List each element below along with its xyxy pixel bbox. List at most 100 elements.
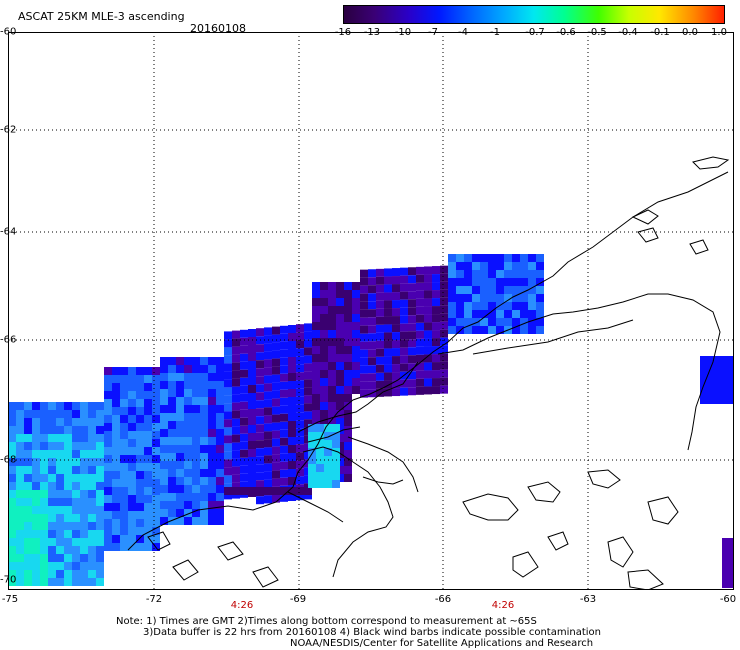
swath-cell [8, 442, 16, 450]
swath-cell [184, 429, 192, 437]
swath-cell [456, 302, 464, 310]
swath-cell [304, 355, 312, 364]
swath-cell [200, 461, 208, 469]
swath-cell [72, 498, 80, 506]
swath-cell [448, 318, 456, 326]
swath-cell [136, 439, 144, 447]
swath-cell [96, 570, 104, 578]
swath-cell [208, 485, 216, 493]
swath-cell [464, 262, 472, 270]
swath-cell [332, 448, 340, 456]
swath-cell [304, 487, 312, 495]
swath-cell [24, 466, 32, 474]
swath-cell [472, 310, 480, 318]
swath-cell [488, 254, 496, 262]
swath-cell [80, 506, 88, 514]
swath-cell [8, 562, 16, 570]
swath-cell [344, 426, 352, 434]
swath-cell [520, 302, 528, 310]
swath-cell [136, 519, 144, 527]
swath-cell [344, 434, 352, 442]
swath-cell [296, 332, 304, 341]
swath-cell [240, 417, 248, 426]
swath-cell [176, 405, 184, 413]
swath-cell [72, 562, 80, 570]
swath-cell [192, 437, 200, 445]
swath-cell [328, 298, 336, 306]
swath-cell [224, 451, 232, 460]
swath-cell [16, 434, 24, 442]
swath-cell [232, 394, 240, 403]
swath-cell [32, 546, 40, 554]
swath-cell [200, 357, 208, 365]
island-4 [647, 496, 679, 525]
swath-cell [152, 423, 160, 431]
swath-cell [96, 522, 104, 530]
swath-cell [424, 346, 432, 355]
swath-cell [464, 286, 472, 294]
swath-cell [272, 470, 280, 479]
swath-cell [136, 383, 144, 391]
swath-cell [376, 332, 384, 341]
swath-cell [184, 405, 192, 413]
swath-cell [304, 371, 312, 380]
swath-cell [416, 274, 424, 283]
swath-cell [176, 469, 184, 477]
swath-cell [280, 405, 288, 414]
swath-cell [312, 402, 320, 410]
swath-cell [112, 391, 120, 399]
swath-cell [208, 501, 216, 509]
swath-cell [416, 338, 424, 347]
swath-cell [136, 535, 144, 543]
swath-cell [324, 472, 332, 480]
swath-cell [32, 490, 40, 498]
swath-cell [376, 276, 384, 285]
swath-cell [24, 490, 32, 498]
swath-cell [152, 415, 160, 423]
swath-cell [192, 397, 200, 405]
swath-cell [24, 498, 32, 506]
swath-cell [344, 474, 352, 482]
swath-cell [504, 302, 512, 310]
swath-cell [56, 562, 64, 570]
swath-cell [8, 498, 16, 506]
swath-cell [24, 570, 32, 578]
swath-cell [144, 407, 152, 415]
swath-cell [264, 335, 272, 344]
swath-cell [80, 522, 88, 530]
swath-cell [144, 399, 152, 407]
swath-cell [432, 354, 440, 363]
swath-cell [456, 310, 464, 318]
graticule [8, 32, 734, 590]
swath-cell [440, 289, 448, 298]
swath-cell [248, 473, 256, 481]
swath-cell [104, 511, 112, 519]
swath-cell [168, 477, 176, 485]
swath-cell [272, 478, 280, 487]
swath-cell [456, 270, 464, 278]
swath-cell [536, 270, 544, 278]
swath-cell [40, 402, 48, 410]
swath-cell [416, 386, 424, 395]
swath-cell [272, 350, 280, 359]
swath-cell [120, 527, 128, 535]
swath-cell [288, 381, 296, 389]
swath-cell [16, 474, 24, 482]
swath-cell [24, 538, 32, 546]
swath-cell [264, 447, 272, 456]
swath-cell [72, 418, 80, 426]
time-label-1: 4:26 [491, 600, 515, 611]
swath-cell [376, 308, 384, 317]
swath-cell [464, 326, 472, 334]
swath-cell [8, 506, 16, 514]
swath-cell [280, 325, 288, 334]
swath-cell [40, 466, 48, 474]
swath-cell [432, 306, 440, 315]
swath-cell [304, 347, 312, 356]
swath-cell [296, 380, 304, 389]
swath-cell [336, 386, 344, 394]
swath-cell [200, 421, 208, 429]
swath-cell [48, 474, 56, 482]
swath-cell [168, 517, 176, 525]
swath-cell [96, 466, 104, 474]
